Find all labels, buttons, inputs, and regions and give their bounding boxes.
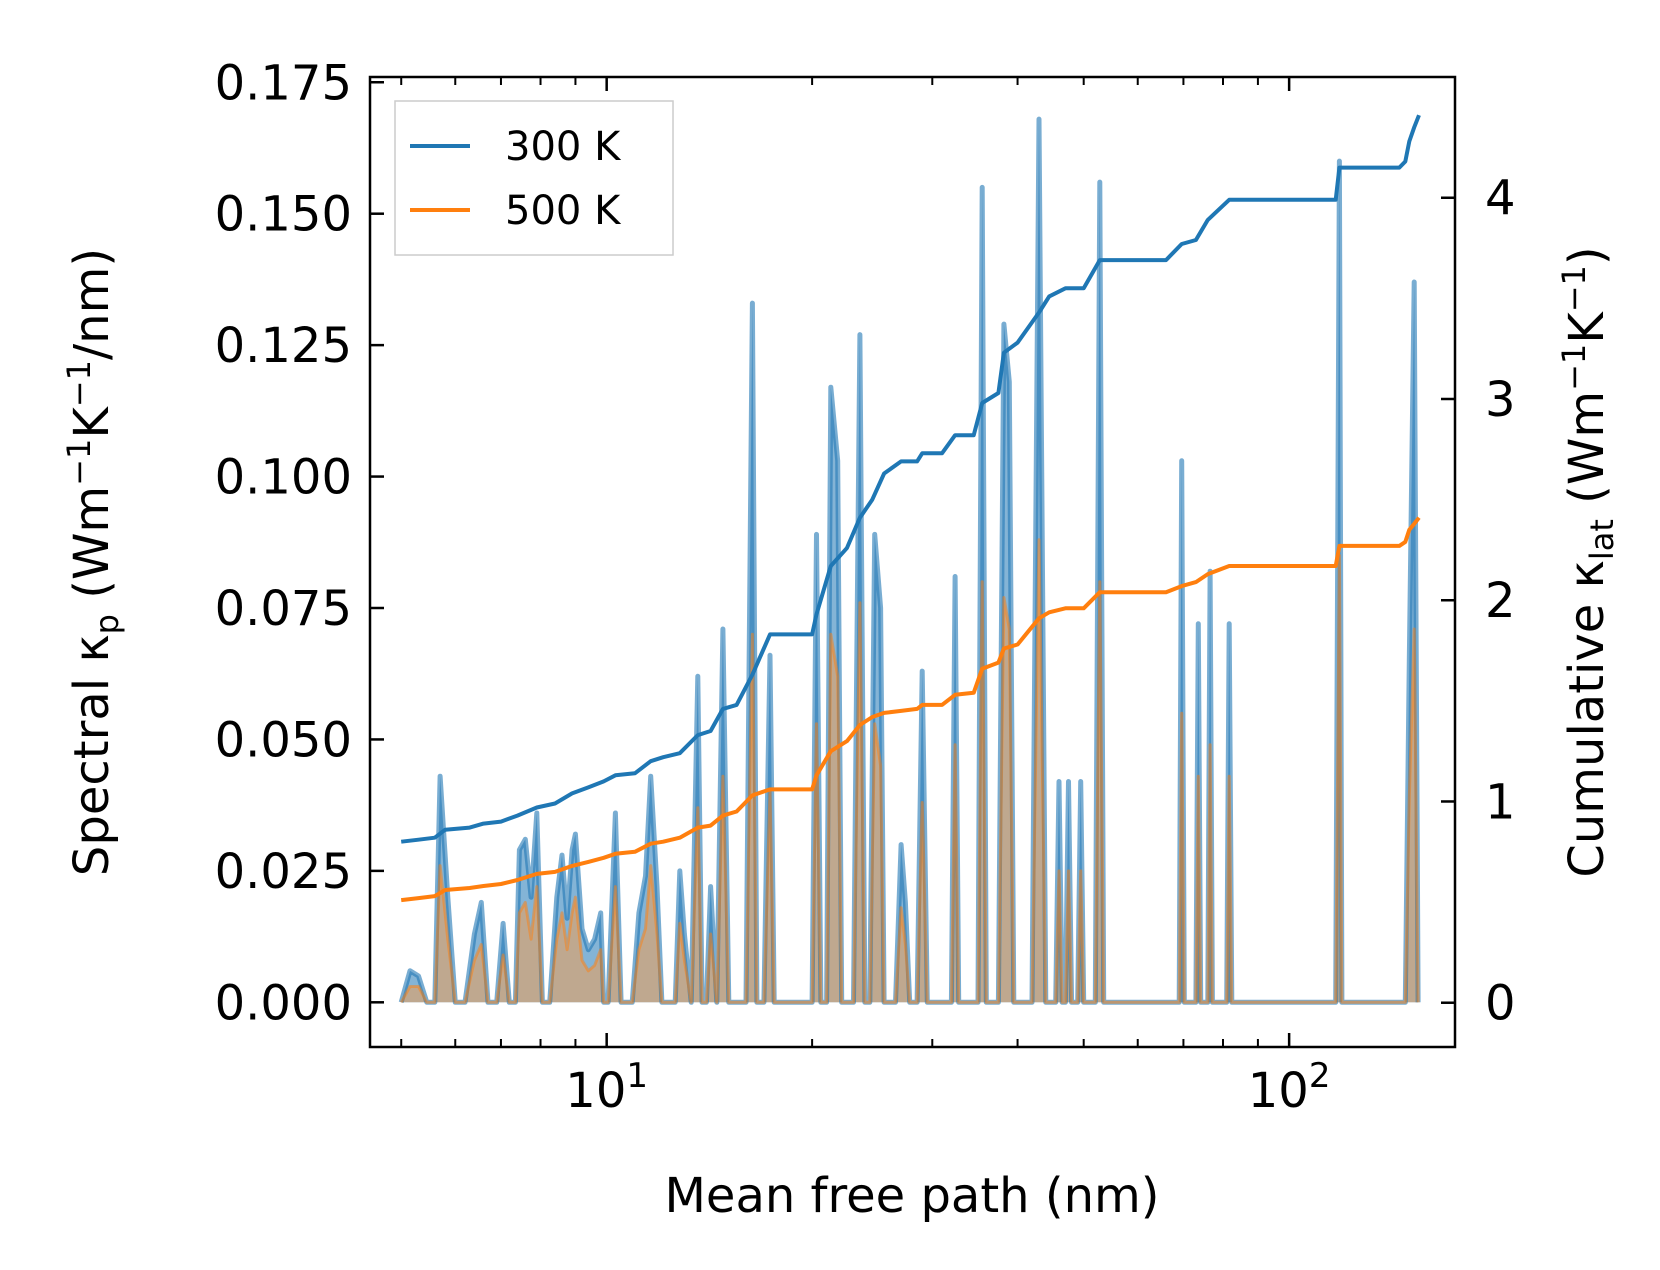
y-right-tick-label: 0: [1485, 976, 1516, 1032]
y-left-tick-label: 0.025: [215, 844, 352, 900]
y-left-label-end: /nm): [64, 248, 120, 360]
x-axis-label: Mean free path (nm): [665, 1168, 1160, 1224]
cumulative-line-500k: [400, 516, 1421, 903]
y-left-tick-label: 0.175: [215, 55, 352, 111]
y-right-label-post: (Wm: [1559, 391, 1615, 519]
y-right-label-pre: Cumulative κ: [1559, 560, 1615, 878]
y-left-label-post: (Wm: [64, 486, 120, 614]
y-left-tick-label: 0.100: [215, 450, 352, 506]
cumulative-line-300k: [400, 114, 1421, 844]
legend-label-300k: 300 K: [505, 124, 622, 170]
y-left-tick-label: 0.125: [215, 318, 352, 374]
y-right-tick-label: 2: [1485, 573, 1516, 629]
y-left-tick-label: 0.150: [215, 187, 352, 243]
y-axis-right-label: Cumulative κlat (Wm−1K−1): [1555, 246, 1621, 877]
spectral-line-500k: [399, 538, 1420, 1004]
y-right-label-mid: K: [1559, 311, 1615, 344]
y-left-tick-label: 0.075: [215, 581, 352, 637]
y-left-label-sub: p: [88, 614, 126, 634]
legend: 300 K 500 K: [394, 100, 674, 256]
legend-box: [394, 100, 674, 256]
plot-area: [398, 114, 1421, 1005]
y-right-tick-label: 1: [1485, 774, 1516, 830]
y-left-tick-label: 0.000: [215, 975, 352, 1031]
y-left-label-sup2: −1: [60, 360, 98, 407]
y-right-label-sub: lat: [1583, 519, 1621, 560]
y-left-tick-label: 0.050: [215, 712, 352, 768]
y-right-tick-label: 4: [1485, 171, 1516, 227]
y-right-label-sup2: −1: [1555, 265, 1593, 312]
y-left-label-mid: K: [64, 406, 120, 439]
y-axis-left-label: Spectral κp (Wm−1K−1/nm): [60, 248, 126, 876]
x-tick-label: 101: [565, 1056, 648, 1119]
y-right-label-sup1: −1: [1555, 344, 1593, 391]
y-left-label-sup1: −1: [60, 439, 98, 486]
y-right-label-end: ): [1559, 246, 1615, 265]
axes: 101 1020.0000.0250.0500.0750.1000.1250.15…: [215, 55, 1516, 1119]
x-tick-base: 10: [565, 1063, 626, 1119]
x-tick-label: 102: [1248, 1056, 1331, 1119]
y-right-tick-label: 3: [1485, 372, 1516, 428]
x-tick-exponent: 2: [1309, 1056, 1331, 1096]
legend-label-500k: 500 K: [505, 188, 622, 234]
y-left-label-pre: Spectral κ: [64, 634, 120, 876]
x-tick-exponent: 1: [626, 1056, 648, 1096]
x-tick-base: 10: [1248, 1063, 1309, 1119]
plot-frame: [368, 75, 1457, 1049]
